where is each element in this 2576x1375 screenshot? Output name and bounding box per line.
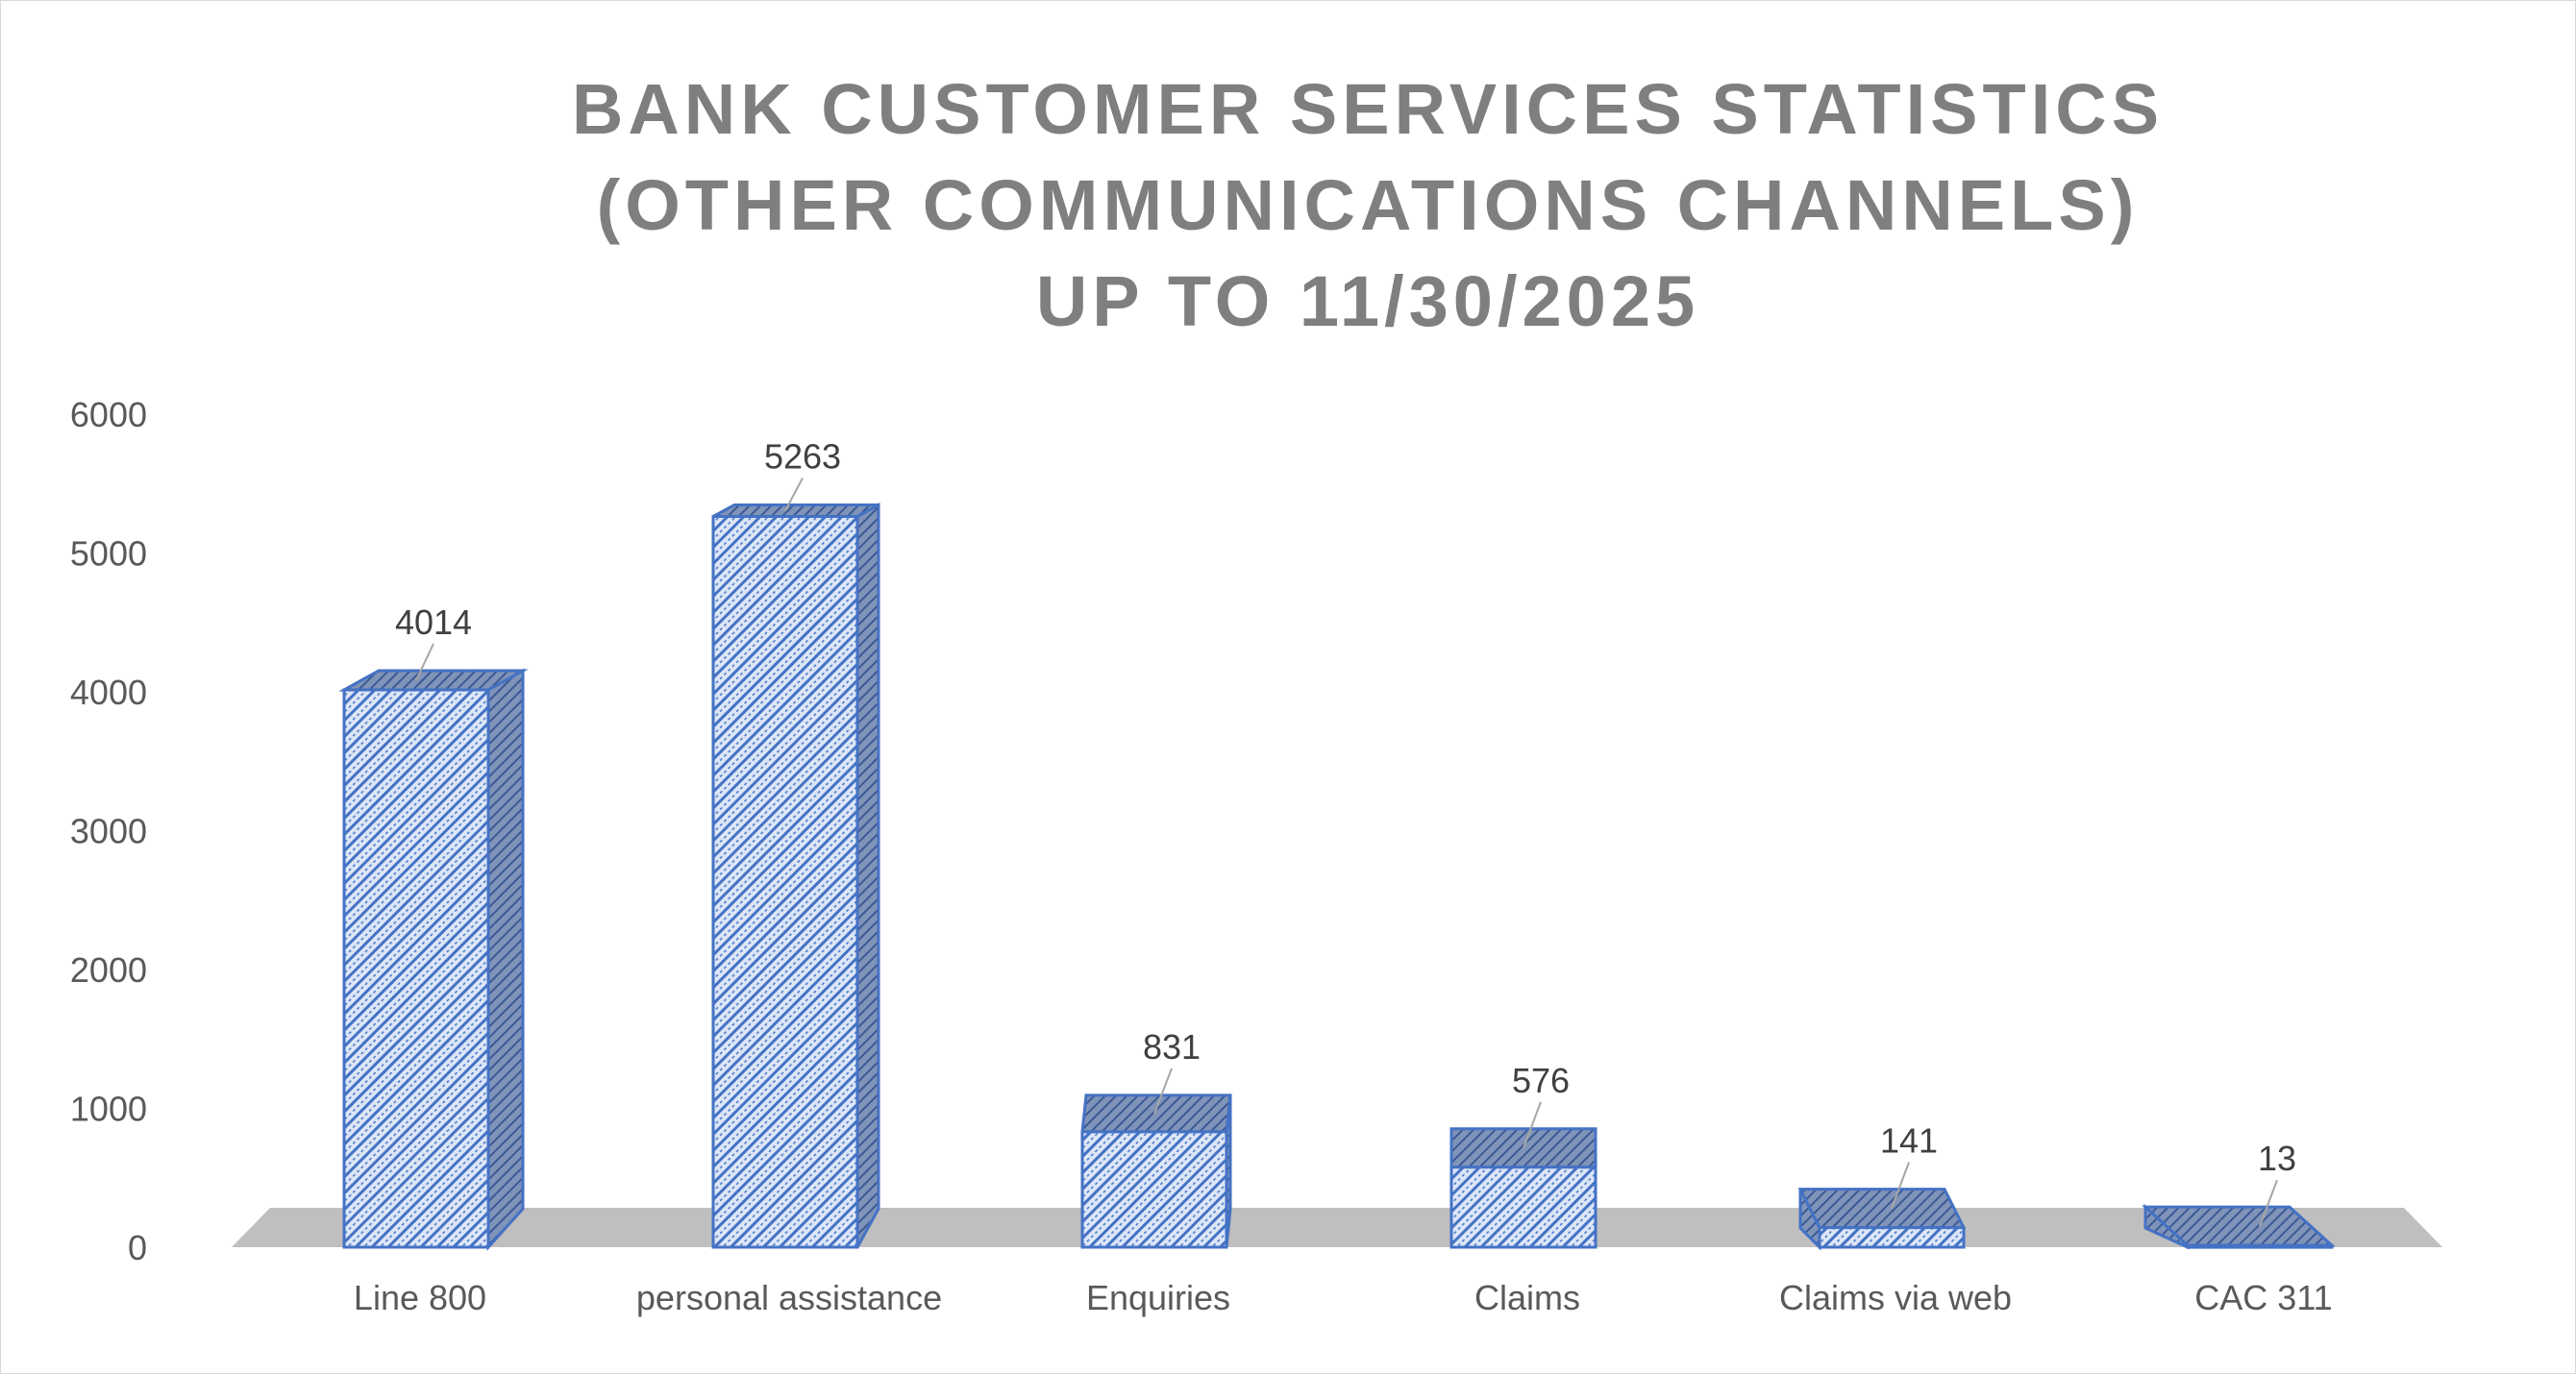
y-tick-label: 3000 [70,812,147,851]
data-label-leader [415,643,434,681]
bar-front-face [342,688,490,1249]
x-category-label: Enquiries [1086,1278,1230,1317]
data-label: 831 [1143,1027,1201,1067]
bar-3 [1449,1127,1598,1249]
data-label-leader [2259,1179,2278,1227]
data-label-leader [1153,1068,1173,1115]
y-tick-label: 4000 [70,673,147,712]
bar-top-face [1797,1188,1967,1230]
bar-front-face [1818,1226,1966,1249]
chart-title-line-2: (OTHER COMMUNICATIONS CHANNELS) [597,165,2140,245]
bar-0 [338,668,529,1251]
bar-4 [1797,1188,1967,1251]
data-label: 141 [1880,1121,1938,1161]
x-category-label: CAC 311 [2194,1278,2332,1317]
data-label: 5263 [764,436,841,476]
x-category-label: Line 800 [354,1278,486,1317]
chart-title-line-1: BANK CUSTOMER SERVICES STATISTICS [572,69,2164,149]
bar-side-face [486,668,525,1251]
bar-front-face [1080,1130,1228,1249]
x-category-label: personal assistance [636,1278,942,1317]
bar-front-face [711,514,859,1249]
bar-1 [711,502,880,1249]
bar-front-face [2186,1243,2334,1249]
bar-2 [1080,1093,1232,1249]
bar-side-face [855,502,880,1248]
data-label: 576 [1512,1061,1570,1100]
x-axis: Line 800 personal assistance Enquiries Clai… [354,1278,2333,1317]
y-axis: 0 1000 2000 3000 4000 5000 6000 [70,395,147,1267]
y-tick-label: 5000 [70,534,147,574]
y-tick-label: 2000 [70,950,147,990]
bar-5 [2142,1203,2336,1250]
data-label-leader [1891,1162,1910,1209]
data-label-leader [1523,1101,1542,1149]
bars-group [338,502,2336,1251]
y-tick-label: 6000 [70,395,147,434]
data-label-leader [784,478,804,511]
bar-front-face [1449,1166,1598,1249]
chart-title-line-3: UP TO 11/30/2025 [1036,261,1699,341]
data-label: 13 [2258,1139,2296,1178]
y-tick-label: 1000 [70,1090,147,1129]
x-category-label: Claims via web [1779,1278,2012,1317]
bar-top-face [712,503,879,518]
bar-top-face [338,669,529,692]
data-label: 4014 [395,602,472,642]
x-category-label: Claims [1474,1278,1580,1317]
chart-floor [232,1208,2442,1247]
y-tick-label: 0 [128,1228,147,1267]
bar-top-face [1080,1093,1232,1134]
data-labels-group: 4014 5263 831 576 141 13 [395,436,2296,1227]
